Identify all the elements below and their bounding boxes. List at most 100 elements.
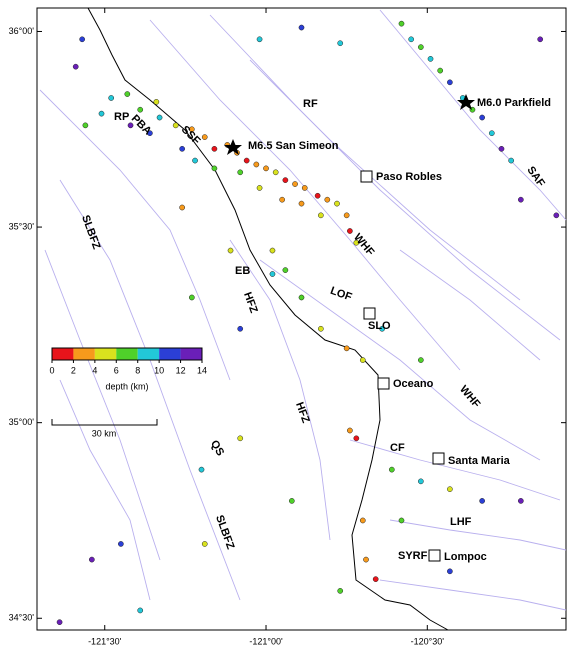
earthquake bbox=[417, 478, 424, 485]
earthquake bbox=[147, 130, 153, 137]
town-label: Oceano bbox=[393, 378, 434, 390]
fault-line bbox=[44, 249, 161, 561]
earthquake bbox=[437, 67, 444, 74]
earthquake bbox=[211, 145, 218, 152]
earthquake bbox=[279, 196, 285, 203]
y-tick-label: 35°30' bbox=[9, 221, 35, 231]
fault-label: CF bbox=[390, 442, 405, 454]
y-tick-label: 36°00' bbox=[9, 26, 35, 36]
earthquake bbox=[188, 294, 195, 301]
earthquake bbox=[137, 607, 144, 614]
town-marker bbox=[377, 377, 390, 390]
town-label: Santa Maria bbox=[448, 455, 511, 467]
earthquake bbox=[188, 126, 195, 133]
earthquake bbox=[263, 165, 269, 172]
colorbar-swatch bbox=[116, 348, 138, 360]
earthquake bbox=[137, 106, 144, 113]
earthquake bbox=[417, 357, 424, 363]
fault-line bbox=[379, 579, 567, 611]
earthquake bbox=[108, 95, 115, 101]
earthquake bbox=[343, 345, 350, 352]
scale-bar: 30 km bbox=[51, 419, 158, 438]
town-label: SLO bbox=[368, 320, 391, 332]
earthquake bbox=[347, 228, 353, 234]
earthquake bbox=[417, 44, 424, 50]
earthquake bbox=[398, 20, 405, 27]
colorbar-tick-label: 2 bbox=[71, 365, 76, 375]
earthquake bbox=[427, 56, 434, 62]
earthquake bbox=[118, 541, 124, 547]
earthquake bbox=[201, 134, 208, 140]
earthquake bbox=[153, 99, 160, 105]
earthquake bbox=[298, 200, 305, 207]
colorbar-tick-label: 4 bbox=[92, 365, 97, 375]
earthquake bbox=[337, 588, 344, 594]
earthquake bbox=[292, 181, 298, 187]
colorbar-tick-label: 0 bbox=[49, 365, 54, 375]
colorbar-swatch bbox=[137, 348, 160, 360]
earthquake bbox=[243, 157, 250, 164]
star bbox=[224, 139, 242, 155]
earthquake bbox=[347, 427, 353, 434]
earthquake bbox=[301, 185, 308, 191]
earthquake bbox=[269, 247, 276, 254]
earthquake bbox=[447, 486, 453, 493]
scale-label: 30 km bbox=[92, 428, 117, 438]
town-marker bbox=[432, 452, 445, 465]
earthquake bbox=[179, 145, 186, 152]
x-tick-label: -121°00' bbox=[249, 636, 283, 646]
colorbar-frame bbox=[51, 347, 203, 361]
earthquakes bbox=[56, 20, 560, 626]
earthquake bbox=[298, 294, 305, 301]
earthquake bbox=[237, 435, 244, 442]
colorbar-label: depth (km) bbox=[105, 381, 148, 391]
earthquake bbox=[124, 91, 131, 97]
colorbar-swatch bbox=[73, 348, 95, 360]
event-label: M6.0 Parkfield bbox=[477, 97, 551, 109]
mainshocks: M6.5 San Simeon M6.0 Parkfield bbox=[224, 94, 551, 155]
earthquake bbox=[98, 110, 105, 117]
earthquake bbox=[211, 165, 218, 172]
earthquake bbox=[314, 192, 321, 199]
axes: -121°30' -121°00' -120°30' 34°30' 35°00' 35°3… bbox=[9, 8, 566, 646]
town-label: Lompoc bbox=[444, 551, 487, 563]
earthquake bbox=[72, 63, 79, 70]
earthquake bbox=[517, 498, 524, 504]
fault-label: EB bbox=[235, 265, 250, 277]
earthquake bbox=[359, 357, 366, 363]
earthquake bbox=[334, 200, 340, 207]
colorbar-swatch bbox=[94, 348, 117, 360]
fault-line bbox=[249, 59, 521, 301]
colorbar-swatch bbox=[180, 348, 202, 360]
fault-line bbox=[209, 14, 561, 341]
earthquake bbox=[479, 498, 485, 504]
colorbar-tick-label: 6 bbox=[114, 365, 119, 375]
earthquake bbox=[82, 122, 89, 129]
earthquake bbox=[56, 619, 63, 626]
earthquake bbox=[282, 177, 289, 183]
town-marker bbox=[428, 549, 441, 562]
fault-line bbox=[39, 89, 231, 381]
fault-line bbox=[259, 259, 541, 461]
earthquake bbox=[479, 114, 485, 121]
earthquake bbox=[359, 517, 366, 524]
earthquake bbox=[298, 24, 305, 31]
town-label: Paso Robles bbox=[376, 171, 442, 183]
fault-label: RF bbox=[303, 98, 318, 110]
fault-line bbox=[399, 249, 541, 361]
earthquake bbox=[508, 157, 515, 164]
fault-line bbox=[59, 379, 151, 601]
earthquake bbox=[288, 498, 295, 504]
coastline bbox=[87, 7, 449, 631]
earthquake bbox=[324, 196, 331, 203]
earthquake bbox=[363, 556, 369, 563]
colorbar-tick-label: 10 bbox=[154, 365, 164, 375]
earthquake bbox=[198, 466, 205, 473]
star bbox=[457, 94, 475, 110]
x-tick-label: -121°30' bbox=[88, 636, 122, 646]
fault-label: RP bbox=[114, 111, 129, 123]
colorbar: depth (km) 0 2 4 6 8 10 12 14 bbox=[49, 347, 207, 391]
earthquake bbox=[398, 517, 405, 524]
earthquake bbox=[337, 40, 344, 47]
